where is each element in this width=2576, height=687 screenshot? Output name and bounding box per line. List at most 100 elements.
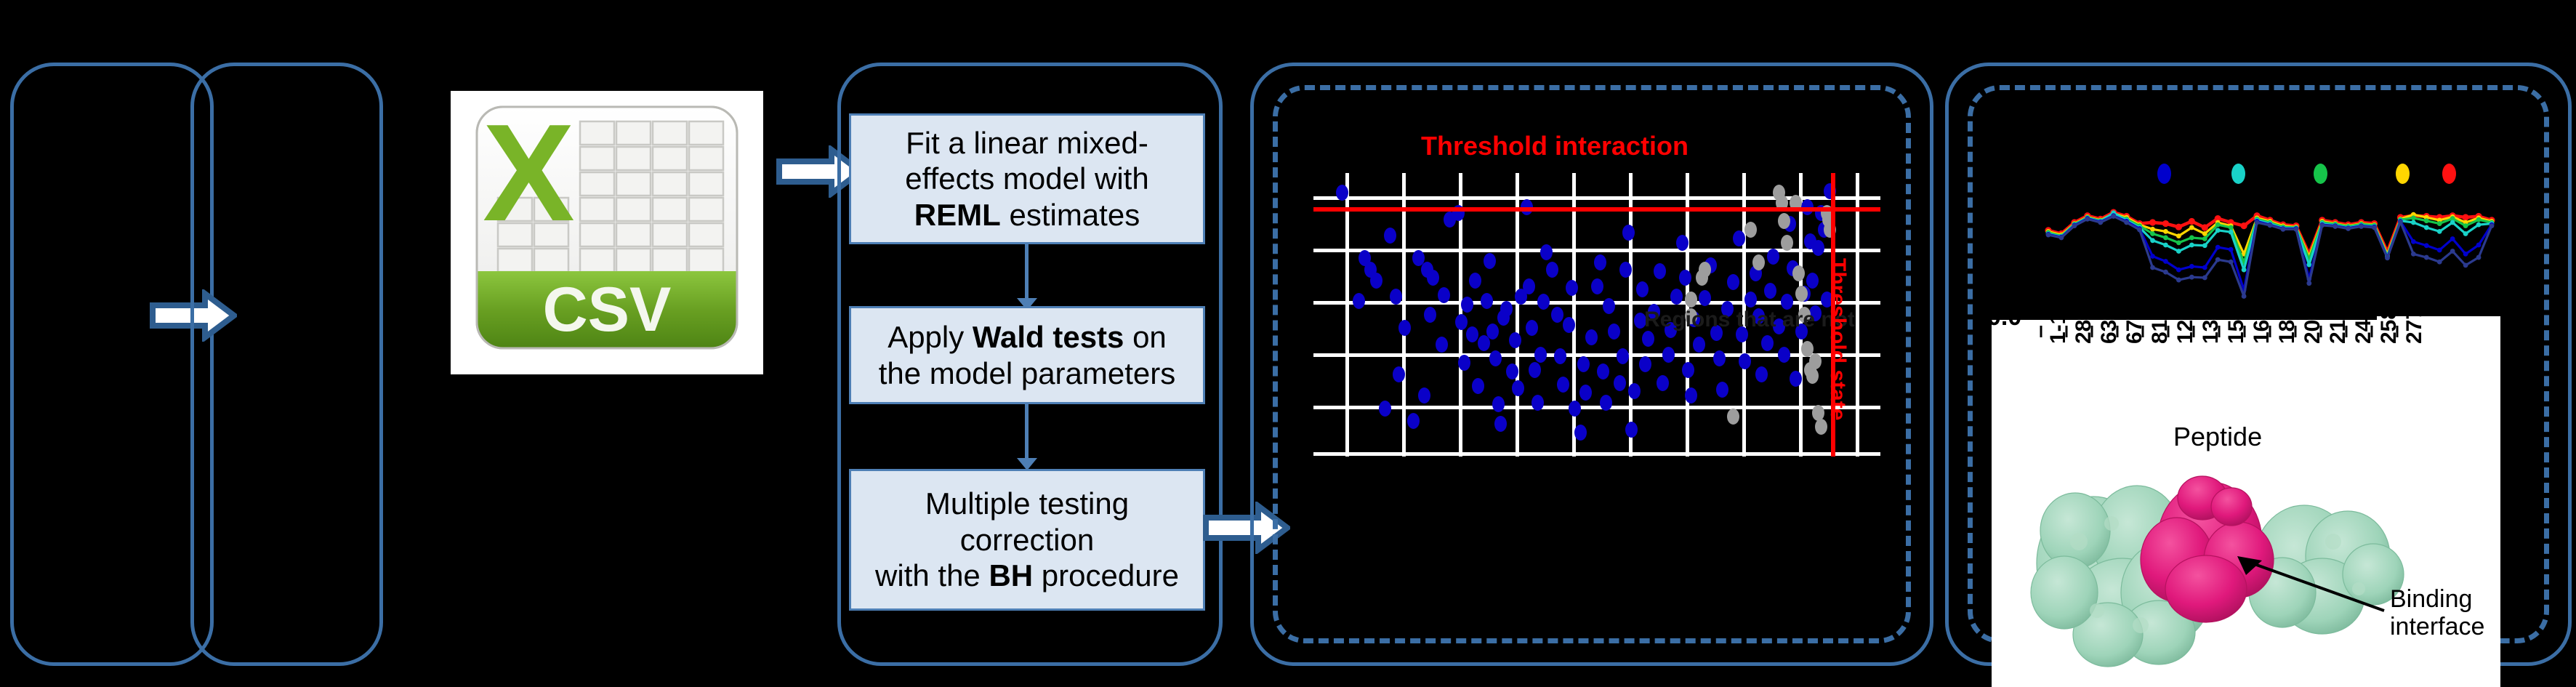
wald-tests-line-2: the model parameters xyxy=(878,355,1176,390)
gridline-v xyxy=(1629,173,1633,457)
gridline-h xyxy=(1313,452,1880,456)
multiple-testing-line-1: Multiple testing xyxy=(925,486,1130,521)
gridline-h xyxy=(1313,249,1880,252)
peptide-tick-label: 184-199 xyxy=(2275,316,2300,344)
peptide-series-marker xyxy=(2150,226,2155,232)
threshold-interaction-line xyxy=(1313,207,1880,212)
peptide-series-marker xyxy=(2150,238,2155,244)
scatter-point-blue xyxy=(1539,244,1553,261)
peptide-series-marker xyxy=(2436,221,2442,226)
peptide-series-marker xyxy=(2163,242,2168,248)
x-axis-title: Peptide xyxy=(2173,422,2263,451)
scatter-point-blue xyxy=(1506,363,1518,379)
scatter-point-blue xyxy=(1579,385,1593,401)
peptide-tick-label: 122-129 xyxy=(2173,316,2198,344)
scatter-point-blue xyxy=(1526,319,1539,336)
peptide-series-marker xyxy=(2124,220,2130,225)
binding-interface-label-line2: interface xyxy=(2390,613,2484,640)
peptide-series-marker xyxy=(2214,214,2221,222)
legend-dot-t4 xyxy=(2396,164,2410,184)
scatter-point-blue xyxy=(1761,335,1774,351)
scatter-point-blue xyxy=(1766,249,1779,265)
peptide-line-chart xyxy=(1992,131,2544,316)
scatter-point-blue xyxy=(1494,416,1508,433)
scatter-point-grey xyxy=(1798,307,1811,323)
scatter-point-blue xyxy=(1684,387,1697,404)
peptide-tick-label: 67-75 xyxy=(2122,316,2147,344)
peptide-series-marker xyxy=(2163,235,2168,241)
scatter-point-blue xyxy=(1617,347,1630,364)
binding-interface-label-line1: Binding xyxy=(2390,585,2472,613)
peptide-series-marker xyxy=(2423,218,2429,224)
scatter-point-blue xyxy=(1642,331,1655,347)
peptide-series-marker xyxy=(2175,223,2183,230)
scatter-point-blue xyxy=(1500,301,1513,318)
peptide-series-marker xyxy=(2202,265,2207,270)
peptide-series-marker xyxy=(2189,235,2194,241)
scatter-point-grey xyxy=(1684,308,1697,324)
fit-model-box[interactable]: Fit a linear mixed- effects model with R… xyxy=(849,113,1205,244)
peptide-series-marker xyxy=(2241,294,2247,299)
scatter-point-blue xyxy=(1369,273,1382,289)
peptide-series-marker xyxy=(2267,222,2273,228)
gridline-h xyxy=(1313,406,1880,409)
wald-tests-box[interactable]: Apply Wald tests on the model parameters xyxy=(849,306,1205,404)
peptide-tick-label: 241-257 xyxy=(2351,316,2376,344)
scatter-point-grey xyxy=(1815,419,1828,435)
fit-model-line-3: REML estimates xyxy=(914,197,1140,232)
peptide-series-marker xyxy=(2450,236,2455,241)
peptide-series-marker xyxy=(2476,254,2482,260)
peptide-tick-label: 1-15 xyxy=(2046,316,2070,344)
multiple-testing-box[interactable]: Multiple testing correction with the BH … xyxy=(849,469,1205,611)
scatter-point-blue xyxy=(1423,307,1436,323)
gridline-h xyxy=(1313,196,1880,200)
peptide-tick-label: 63-73 xyxy=(2097,316,2122,344)
scatter-point-blue xyxy=(1772,318,1785,334)
peptide-series-marker xyxy=(2150,265,2155,270)
scatter-point-blue xyxy=(1752,308,1766,324)
csv-icon-graphic: X CSV xyxy=(475,96,738,350)
gridline-v xyxy=(1516,173,1519,457)
peptide-series-marker xyxy=(2450,220,2455,225)
peptide-series-marker xyxy=(2476,222,2482,228)
scatter-point-blue xyxy=(1398,319,1411,336)
x-axis-ticks xyxy=(2040,326,2399,337)
scatter-point-blue xyxy=(1568,400,1581,417)
svg-text:X: X xyxy=(483,96,575,250)
scatter-point-grey xyxy=(1699,261,1712,278)
peptide-series-marker xyxy=(2463,262,2468,268)
peptide-series-marker xyxy=(2359,224,2364,229)
legend-dot-t3 xyxy=(2314,164,2327,184)
scatter-point-blue xyxy=(1378,400,1391,417)
scatter-point-grey xyxy=(1792,265,1805,282)
scatter-point-grey xyxy=(1778,213,1791,230)
scatter-point-blue xyxy=(1608,324,1621,340)
scatter-point-blue xyxy=(1534,346,1547,363)
scatter-point-blue xyxy=(1390,288,1403,305)
scatter-point-blue xyxy=(1472,377,1485,394)
peptide-series-marker xyxy=(2240,222,2247,230)
scatter-point-blue xyxy=(1820,291,1833,308)
scatter-point-grey xyxy=(1800,340,1814,357)
peptide-series-marker xyxy=(2280,226,2286,232)
peptide-series-marker xyxy=(2410,238,2416,244)
peptide-series-marker xyxy=(2476,242,2482,248)
scatter-point-blue xyxy=(1435,336,1448,353)
peptide-series-marker xyxy=(2423,254,2429,260)
peptide-series-marker xyxy=(2228,229,2234,235)
scatter-point-grey xyxy=(1752,254,1766,270)
scatter-point-grey xyxy=(1744,222,1757,238)
scatter-point-blue xyxy=(1412,250,1425,266)
scatter-point-blue xyxy=(1614,374,1627,391)
peptide-series-marker xyxy=(2450,249,2455,254)
scatter-point-blue xyxy=(1619,261,1632,278)
scatter-point-blue xyxy=(1602,298,1615,315)
scatter-point-blue xyxy=(1529,362,1542,379)
scatter-point-grey xyxy=(1812,404,1825,421)
scatter-point-blue xyxy=(1565,279,1578,296)
scatter-point-grey xyxy=(1795,285,1808,302)
peptide-series-marker xyxy=(2176,267,2181,273)
peptide-series-marker xyxy=(2150,231,2155,236)
scatter-point-blue xyxy=(1514,288,1527,305)
scatter-point-blue xyxy=(1454,313,1468,330)
